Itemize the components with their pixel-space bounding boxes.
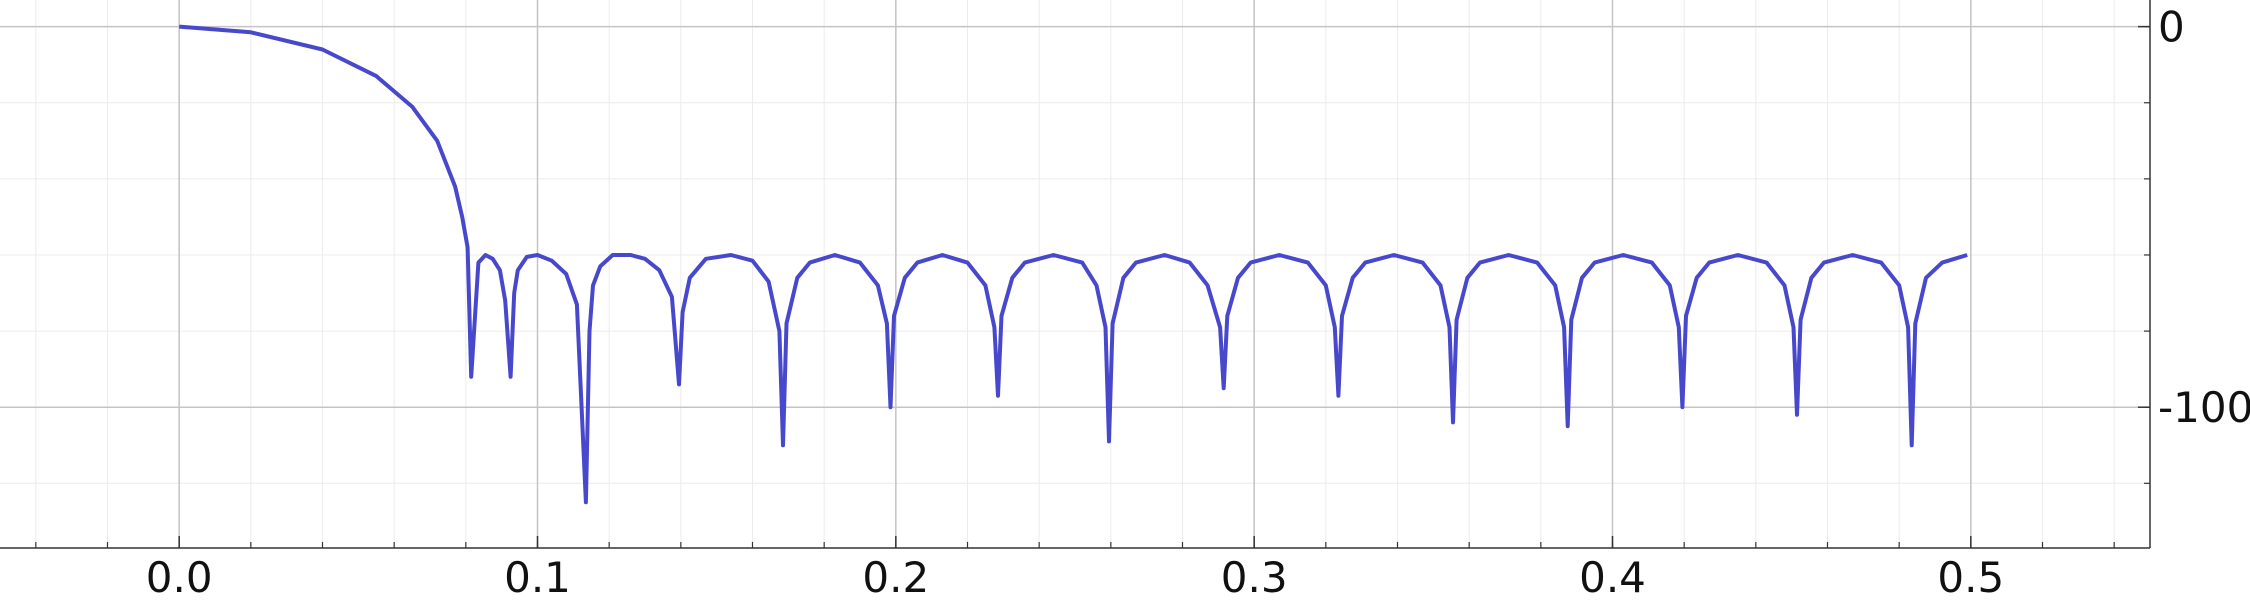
y-tick-label: -100: [2158, 383, 2250, 432]
x-tick-label: 0.5: [1937, 553, 2004, 600]
y-axis-ticks: 0 -100: [2138, 3, 2250, 484]
x-axis-ticks: 0.0 0.1 0.2 0.3 0.4 0.5: [35, 536, 2115, 600]
x-tick-label: 0.2: [862, 553, 929, 600]
series-layer: [179, 24, 1968, 505]
major-grid: [0, 0, 2150, 548]
y-tick-label: 0: [2158, 3, 2185, 52]
series-line-0: [179, 24, 1968, 505]
minor-grid: [0, 0, 2150, 548]
x-tick-label: 0.1: [504, 553, 571, 600]
x-tick-label: 0.4: [1579, 553, 1646, 600]
x-tick-label: 0.3: [1221, 553, 1288, 600]
x-tick-label: 0.0: [146, 553, 213, 600]
axes: [0, 0, 2151, 549]
